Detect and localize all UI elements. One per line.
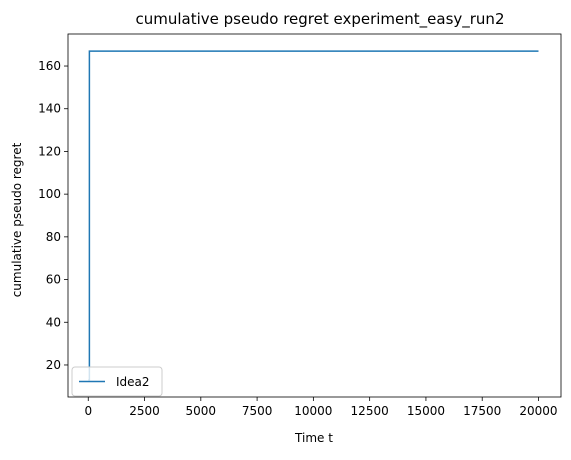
x-tick-label: 0: [84, 404, 92, 418]
y-axis-label: cumulative pseudo regret: [10, 142, 24, 297]
legend: Idea2: [72, 367, 162, 396]
x-tick-label: 2500: [129, 404, 160, 418]
y-tick-label: 40: [46, 315, 61, 329]
x-tick-label: 20000: [519, 404, 557, 418]
series-line-idea2: [88, 51, 538, 380]
y-tick-label: 100: [38, 187, 61, 201]
y-tick-label: 20: [46, 358, 61, 372]
y-tick-label: 60: [46, 273, 61, 287]
y-tick-label: 120: [38, 144, 61, 158]
x-tick-label: 15000: [407, 404, 445, 418]
y-tick-label: 80: [46, 230, 61, 244]
chart-title: cumulative pseudo regret experiment_easy…: [136, 10, 505, 29]
y-tick-label: 140: [38, 102, 61, 116]
x-axis-label: Time t: [294, 431, 333, 445]
plot-area: [88, 51, 538, 380]
axes: 0 2500 5000 7500 10000 12500 15000 17500 20000 20…: [38, 34, 561, 418]
y-tick-label: 160: [38, 59, 61, 73]
plot-frame: [68, 34, 561, 397]
x-tick-label: 12500: [351, 404, 389, 418]
x-tick-label: 7500: [242, 404, 273, 418]
legend-label-idea2: Idea2: [116, 375, 150, 389]
x-tick-label: 17500: [463, 404, 501, 418]
x-tick-label: 5000: [186, 404, 217, 418]
x-tick-label: 10000: [294, 404, 332, 418]
